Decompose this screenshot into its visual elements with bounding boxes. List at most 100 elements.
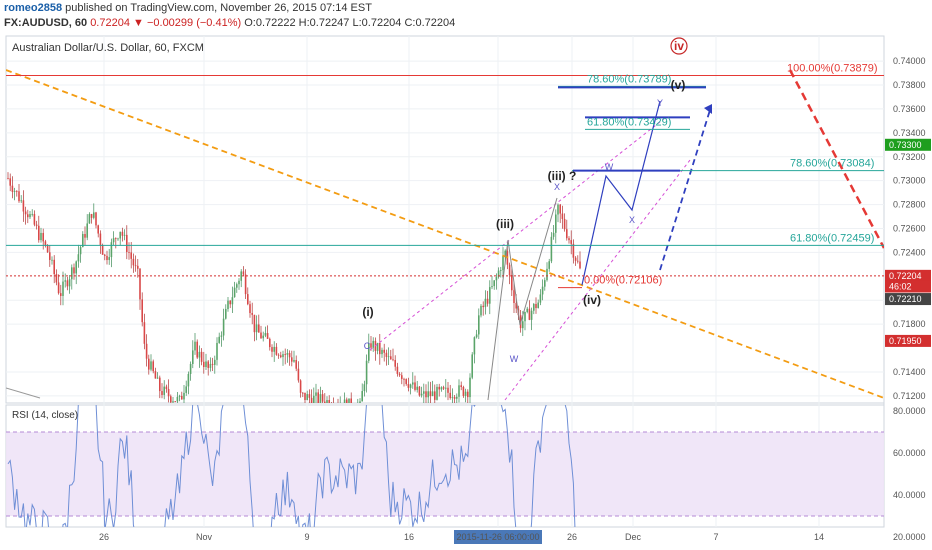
candle-body [97,225,99,234]
high-value: H:0.72247 [298,17,350,29]
candle-body [348,398,350,403]
candle-body [38,225,40,241]
candle-body [339,405,341,407]
candle-body [438,386,440,390]
candle-body [412,382,414,385]
blue-dashed-projection [659,109,711,271]
open-value: O:0.72222 [244,17,296,29]
candle-body [174,401,176,403]
candle-body [431,391,434,397]
candle-body [200,351,203,362]
chart-header: romeo2858 published on TradingView.com, … [0,0,932,30]
wave-labels: (i) (iii) (iii) ? (iv) (v) iv C W X W X Y [362,37,688,364]
candle-body [77,254,80,262]
candle-body [539,294,542,303]
candle-body [196,341,198,358]
publish-line: romeo2858 published on TradingView.com, … [4,2,372,14]
rsi-tick-label: 60.0000 [893,448,926,458]
candle-body [537,302,539,309]
candle-body [313,395,315,403]
price-badge-label: 0.72204 [889,271,922,281]
candle-body [467,391,469,398]
candle-body [194,341,196,351]
price-tick-label: 0.73000 [893,176,926,186]
candle-body [357,407,359,413]
candle-body [475,334,478,338]
candle-body [159,377,161,392]
candle-body [150,361,152,370]
candle-body [394,359,396,367]
candle-body [387,356,390,358]
candle-body [471,354,473,378]
candle-body [66,280,69,287]
candle-body [214,359,216,365]
candle-body [128,252,130,253]
orange-trendline [6,69,884,399]
candle-body [44,241,47,246]
candle-body [346,399,348,403]
candle-body [106,255,108,261]
price-tick-label: 0.73200 [893,152,926,162]
time-tick-label: Dec [625,532,642,542]
fib-level-label: 78.60%(0.73084) [790,158,874,170]
drawings [6,69,884,401]
candle-body [372,340,374,348]
candle-body [577,260,579,262]
candle-body [53,259,55,275]
publisher-link[interactable]: romeo2858 [4,2,63,14]
candle-body [64,280,66,282]
candle-body [117,238,119,240]
candle-body [280,355,282,358]
candle-body [359,401,361,403]
candle-body [414,382,416,390]
candle-body [504,250,506,256]
candle-body [269,338,271,348]
candle-body [57,282,60,294]
candle-body [22,200,25,212]
wave-label: X [554,182,560,192]
candle-body [464,391,467,396]
candle-body [462,387,465,396]
candle-body [108,257,110,261]
candle-body [145,343,148,359]
candle-body [211,363,214,365]
wave-label: C [364,341,371,351]
candle-body [104,254,106,256]
time-tick-label: 16 [404,532,414,542]
candle-body [376,342,379,351]
candle-body [355,412,357,413]
candle-body [192,350,194,364]
candle-body [185,386,187,393]
wave-label: Y [657,98,663,108]
candle-body [163,386,165,395]
candle-body [24,211,27,215]
price-badge-label: 0.71950 [889,336,922,346]
candle-body [101,245,104,255]
candle-body [82,233,84,248]
candle-body [361,391,363,402]
candle-body [18,191,20,202]
candle-body [557,204,559,215]
time-tick-label: 26 [567,532,577,542]
candle-body [541,286,544,295]
candle-body [486,298,489,304]
candle-body [304,392,306,401]
candle-body [262,335,264,339]
candle-body [572,243,575,258]
candle-body [544,280,546,287]
candle-body [407,384,410,388]
candle-body [286,353,289,355]
candle-body [258,324,260,333]
candle-body [209,363,212,368]
candle-body [231,297,234,305]
candle-body [55,274,58,283]
candle-body [240,271,242,281]
candle-body [566,229,568,239]
candle-body [293,360,295,362]
candle-body [500,270,502,271]
candle-body [491,286,493,288]
candle-body [478,315,480,335]
price-tick-label: 0.74000 [893,56,926,66]
rsi-band [6,431,884,517]
